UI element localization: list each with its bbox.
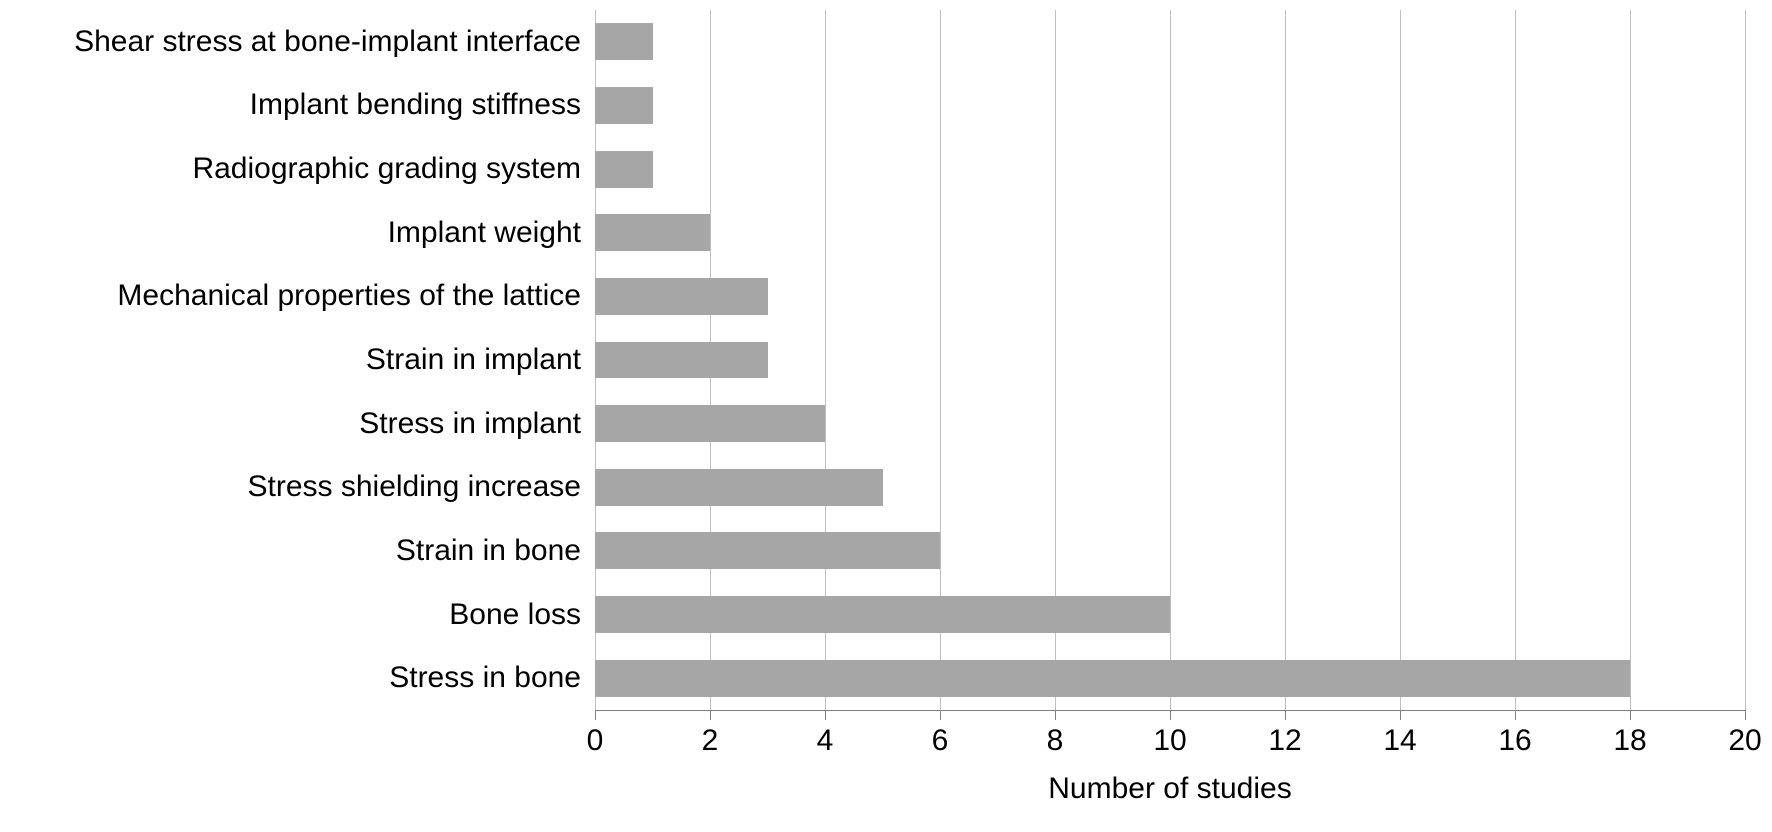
x-tick-label: 18 (1613, 724, 1646, 758)
bar (595, 469, 883, 506)
x-tick (595, 710, 596, 720)
bar (595, 87, 653, 124)
y-axis-label: Bone loss (449, 598, 581, 632)
gridline (1285, 10, 1286, 710)
x-tick (710, 710, 711, 720)
x-tick-label: 8 (1047, 724, 1064, 758)
x-tick-label: 20 (1728, 724, 1761, 758)
x-tick-label: 16 (1498, 724, 1531, 758)
x-tick (1515, 710, 1516, 720)
y-axis-label: Mechanical properties of the lattice (117, 279, 581, 313)
x-tick-label: 14 (1383, 724, 1416, 758)
x-tick (1170, 710, 1171, 720)
x-axis-title: Number of studies (595, 772, 1745, 806)
x-tick (1400, 710, 1401, 720)
bar (595, 532, 940, 569)
y-axis-label: Strain in implant (366, 343, 581, 377)
gridline (1170, 10, 1171, 710)
x-tick (940, 710, 941, 720)
gridline (1400, 10, 1401, 710)
y-axis-labels: Shear stress at bone-implant interface Im… (0, 10, 581, 710)
bar (595, 23, 653, 60)
chart-container: Shear stress at bone-implant interface Im… (0, 0, 1772, 832)
bar (595, 660, 1630, 697)
bar (595, 342, 768, 379)
x-tick (825, 710, 826, 720)
x-tick (1285, 710, 1286, 720)
x-tick-label: 12 (1268, 724, 1301, 758)
x-tick-label: 10 (1153, 724, 1186, 758)
x-tick (1745, 710, 1746, 720)
bar (595, 214, 710, 251)
plot-area (595, 10, 1745, 710)
x-tick (1055, 710, 1056, 720)
y-axis-label: Implant weight (388, 216, 581, 250)
x-tick-label: 4 (817, 724, 834, 758)
gridline (1515, 10, 1516, 710)
bar (595, 151, 653, 188)
gridline (1745, 10, 1746, 710)
y-axis-label: Shear stress at bone-implant interface (74, 25, 581, 59)
y-axis-label: Implant bending stiffness (250, 88, 581, 122)
x-tick (1630, 710, 1631, 720)
bar (595, 596, 1170, 633)
x-tick-label: 6 (932, 724, 949, 758)
y-axis-label: Stress in implant (359, 407, 581, 441)
y-axis-label: Stress shielding increase (247, 470, 581, 504)
x-tick-label: 2 (702, 724, 719, 758)
bar (595, 278, 768, 315)
y-axis-label: Radiographic grading system (192, 152, 581, 186)
x-tick-label: 0 (587, 724, 604, 758)
bar (595, 405, 825, 442)
y-axis-label: Strain in bone (396, 534, 581, 568)
gridline (1630, 10, 1631, 710)
y-axis-label: Stress in bone (389, 661, 581, 695)
